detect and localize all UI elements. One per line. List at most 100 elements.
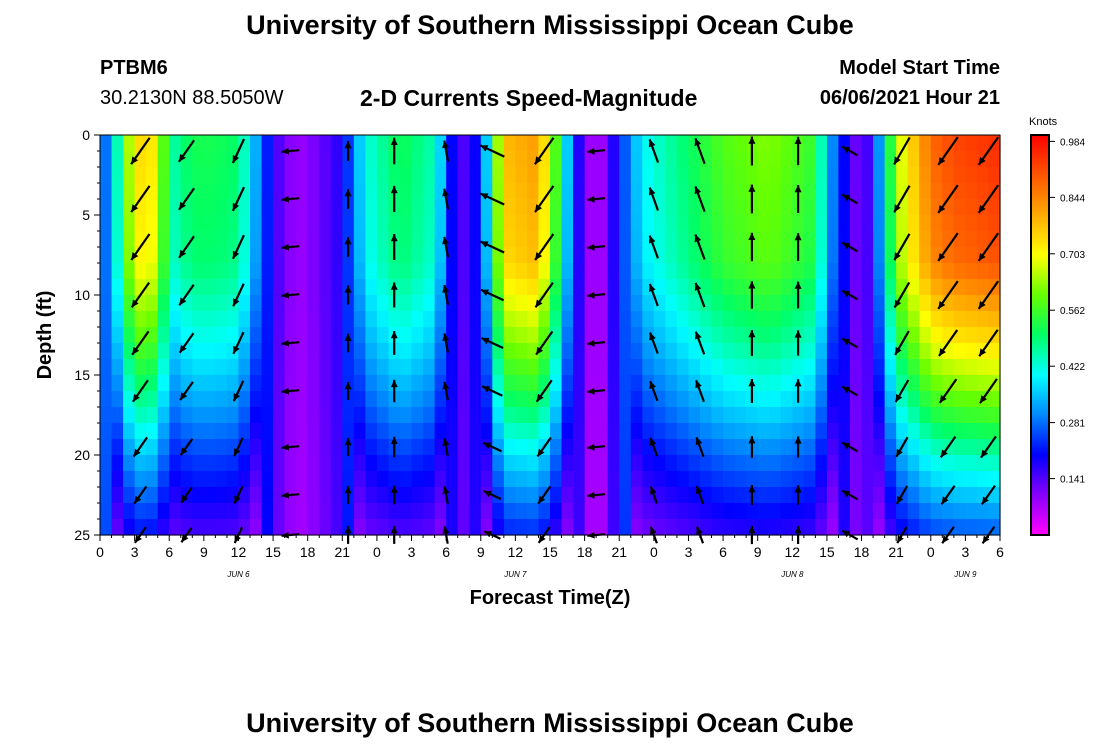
heatmap-cell	[596, 359, 609, 376]
heatmap-cell	[596, 167, 609, 184]
heatmap-cell	[388, 167, 401, 184]
heatmap-cell	[515, 375, 528, 392]
heatmap-cell	[526, 279, 540, 296]
heatmap-cell	[723, 199, 736, 216]
heatmap-cell	[907, 487, 920, 504]
heatmap-cell	[146, 327, 159, 344]
heatmap-cell	[861, 311, 874, 328]
heatmap-cell	[584, 359, 597, 376]
heatmap-cell	[284, 151, 297, 168]
heatmap-cell	[584, 471, 597, 488]
heatmap-cell	[123, 183, 136, 200]
heatmap-cell	[273, 471, 286, 488]
heatmap-cell	[561, 327, 574, 344]
heatmap-cell	[653, 343, 666, 360]
heatmap-cell	[492, 215, 505, 232]
heatmap-cell	[930, 167, 943, 184]
heatmap-cell	[826, 311, 840, 328]
heatmap-cell	[665, 311, 678, 328]
heatmap-cell	[630, 151, 643, 168]
heatmap-cell	[665, 391, 678, 408]
heatmap-cell	[353, 471, 366, 488]
current-vector	[893, 233, 911, 261]
heatmap-cell	[146, 407, 159, 424]
current-vector	[748, 232, 756, 262]
heatmap-cell	[411, 311, 424, 328]
heatmap-cell	[953, 503, 966, 520]
heatmap-cell	[238, 215, 251, 232]
heatmap-cell	[815, 167, 828, 184]
heatmap-cell	[238, 151, 251, 168]
x-tick-label: 15	[265, 544, 281, 560]
heatmap-cell	[965, 167, 978, 184]
heatmap-cell	[919, 327, 932, 344]
heatmap-cell	[607, 487, 620, 504]
heatmap-cell	[273, 247, 286, 264]
current-vector	[648, 187, 660, 211]
heatmap-cell	[850, 135, 863, 152]
heatmap-cell	[526, 215, 540, 232]
heatmap-cell	[573, 279, 586, 296]
heatmap-cell	[976, 135, 990, 152]
x-tick-label: 3	[131, 544, 139, 560]
heatmap-cell	[561, 343, 574, 360]
current-vector	[534, 185, 555, 213]
heatmap-cell	[123, 487, 136, 504]
current-vector	[895, 436, 909, 458]
heatmap-cell	[400, 375, 413, 392]
heatmap-cell	[157, 423, 170, 440]
heatmap-cell	[630, 487, 643, 504]
heatmap-cell	[215, 455, 228, 472]
current-vector	[180, 486, 193, 504]
heatmap-cell	[157, 391, 170, 408]
heatmap-cell	[400, 471, 413, 488]
heatmap-cell	[642, 311, 655, 328]
heatmap-cell	[550, 471, 563, 488]
heatmap-cell	[365, 487, 378, 504]
heatmap-cell	[561, 359, 574, 376]
heatmap-cell	[434, 263, 447, 280]
heatmap-cell	[976, 327, 990, 344]
heatmap-cell	[711, 375, 724, 392]
current-vector	[939, 435, 957, 459]
current-vector	[694, 137, 706, 165]
heatmap-cell	[861, 455, 874, 472]
heatmap-cell	[284, 423, 297, 440]
heatmap-cell	[411, 391, 424, 408]
heatmap-cell	[192, 311, 205, 328]
heatmap-cell	[803, 487, 816, 504]
heatmap-cell	[803, 263, 816, 280]
heatmap-cell	[100, 359, 113, 376]
heatmap-cell	[169, 247, 182, 264]
heatmap-cell	[873, 183, 886, 200]
heatmap-cell	[642, 199, 655, 216]
heatmap-cell	[965, 503, 978, 520]
heatmap-cell	[365, 199, 378, 216]
heatmap-cell	[238, 503, 251, 520]
heatmap-cell	[884, 311, 897, 328]
heatmap-cell	[676, 359, 690, 376]
heatmap-cell	[919, 471, 932, 488]
heatmap-cell	[630, 295, 643, 312]
heatmap-cell	[492, 423, 505, 440]
heatmap-cell	[250, 279, 263, 296]
heatmap-cell	[838, 151, 851, 168]
heatmap-cell	[342, 263, 355, 280]
heatmap-cell	[861, 407, 874, 424]
heatmap-cell	[803, 391, 816, 408]
heatmap-cell	[296, 263, 309, 280]
heatmap-cell	[734, 263, 747, 280]
heatmap-cell	[434, 503, 447, 520]
heatmap-cell	[723, 359, 736, 376]
heatmap-cell	[192, 247, 205, 264]
heatmap-cell	[307, 199, 320, 216]
heatmap-cell	[711, 167, 724, 184]
heatmap-cell	[261, 487, 274, 504]
heatmap-cell	[365, 343, 378, 360]
heatmap-cell	[307, 503, 320, 520]
heatmap-cell	[884, 375, 897, 392]
heatmap-cell	[561, 151, 574, 168]
heatmap-cell	[469, 487, 482, 504]
chart-svg: 0 3 6 9 12 15 18 21 0 3 6 9 12 15 18 21 0 3 6 9 12 15 18 21 0 3 60…	[34, 116, 1085, 609]
heatmap-cell	[526, 167, 540, 184]
